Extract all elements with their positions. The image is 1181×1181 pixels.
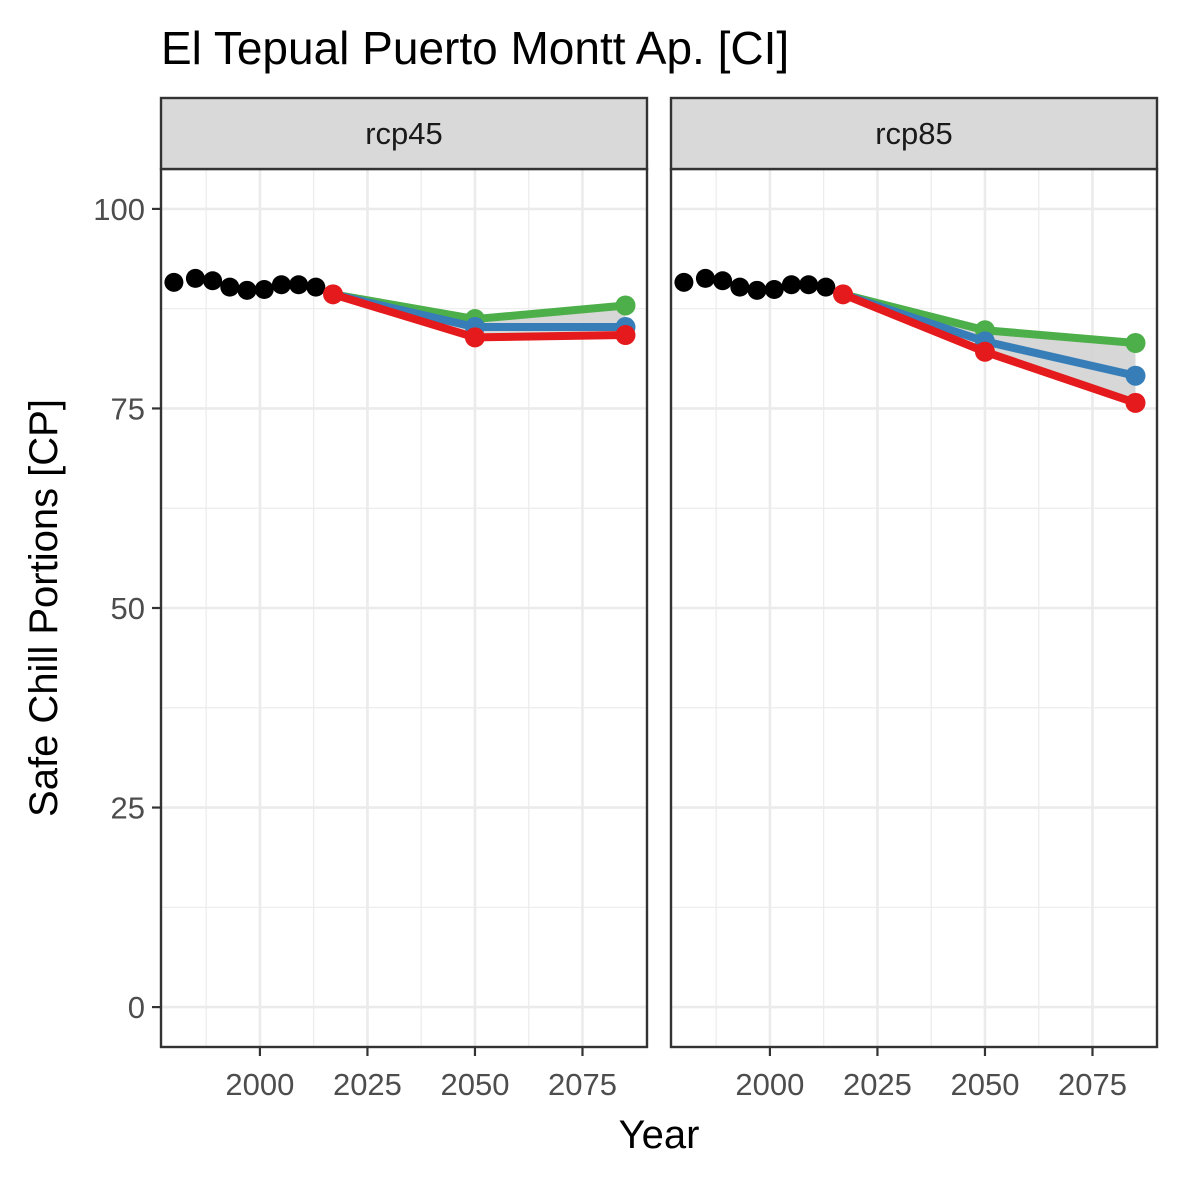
y-axis: 0 25 50 75 100 [93, 192, 161, 1025]
historic-point [289, 275, 309, 295]
historic-point [271, 275, 291, 295]
historic-point [185, 268, 205, 288]
y-tick-label: 0 [128, 990, 145, 1025]
series-point-red [615, 325, 636, 346]
series-point-green [1125, 333, 1146, 354]
y-tick-label: 100 [93, 192, 145, 227]
x-axis-title: Year [619, 1113, 700, 1157]
panel-rcp45: rcp45 2000 2025 2050 2075 [159, 96, 649, 1102]
x-tick-label: 2075 [1058, 1067, 1127, 1102]
y-axis-title: Safe Chill Portions [CP] [22, 399, 66, 817]
series-point-red [464, 327, 485, 348]
historic-point [237, 280, 257, 300]
series-point-blue [1125, 365, 1146, 386]
series-point-green [615, 295, 636, 316]
historic-point [254, 280, 274, 300]
x-tick-label: 2050 [440, 1067, 509, 1102]
series-point-red [1125, 392, 1146, 413]
historic-point [781, 275, 801, 295]
historic-point [730, 277, 750, 297]
historic-point [713, 271, 733, 291]
facet-strip-label: rcp45 [365, 116, 443, 151]
panel-rcp85: rcp85 2000 2025 2050 2075 [669, 96, 1159, 1102]
historic-point [764, 280, 784, 300]
x-tick-label: 2025 [843, 1067, 912, 1102]
facet-strip-label: rcp85 [875, 116, 953, 151]
historic-point [695, 268, 715, 288]
y-tick-label: 50 [111, 591, 145, 626]
y-tick-label: 25 [111, 791, 145, 826]
panels-layer: rcp45 2000 2025 2050 2075 rcp85 2000 2025 2050 20… [159, 96, 1159, 1102]
historic-point [306, 277, 326, 297]
historic-point [203, 271, 223, 291]
x-tick-label: 2075 [548, 1067, 617, 1102]
historic-point [674, 272, 694, 292]
historic-point [799, 275, 819, 295]
series-point-red-start [833, 284, 854, 305]
chart-title: El Tepual Puerto Montt Ap. [CI] [161, 22, 789, 74]
historic-point [747, 280, 767, 300]
facet-strip [669, 96, 1159, 171]
x-tick-label: 2025 [333, 1067, 402, 1102]
historic-point [220, 277, 240, 297]
facet-strip [159, 96, 649, 171]
series-point-red-start [323, 284, 344, 305]
historic-point [816, 277, 836, 297]
x-tick-label: 2050 [950, 1067, 1019, 1102]
x-tick-label: 2000 [225, 1067, 294, 1102]
y-tick-label: 75 [111, 391, 145, 426]
series-point-red [974, 341, 995, 362]
historic-point [164, 272, 184, 292]
x-tick-label: 2000 [735, 1067, 804, 1102]
